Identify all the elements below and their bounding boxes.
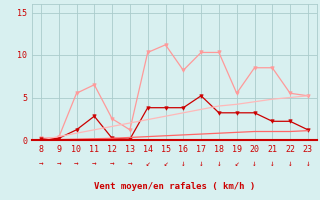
Text: ↓: ↓	[270, 159, 275, 168]
Text: →: →	[92, 159, 97, 168]
Text: →: →	[110, 159, 115, 168]
Text: ↙: ↙	[145, 159, 150, 168]
Text: ↓: ↓	[306, 159, 310, 168]
X-axis label: Vent moyen/en rafales ( km/h ): Vent moyen/en rafales ( km/h )	[94, 182, 255, 191]
Text: ↓: ↓	[199, 159, 204, 168]
Text: ↓: ↓	[288, 159, 292, 168]
Text: →: →	[39, 159, 43, 168]
Text: ↓: ↓	[217, 159, 221, 168]
Text: ↙: ↙	[163, 159, 168, 168]
Text: →: →	[74, 159, 79, 168]
Text: →: →	[128, 159, 132, 168]
Text: ↓: ↓	[181, 159, 186, 168]
Text: ↙: ↙	[234, 159, 239, 168]
Text: ↓: ↓	[252, 159, 257, 168]
Text: →: →	[56, 159, 61, 168]
